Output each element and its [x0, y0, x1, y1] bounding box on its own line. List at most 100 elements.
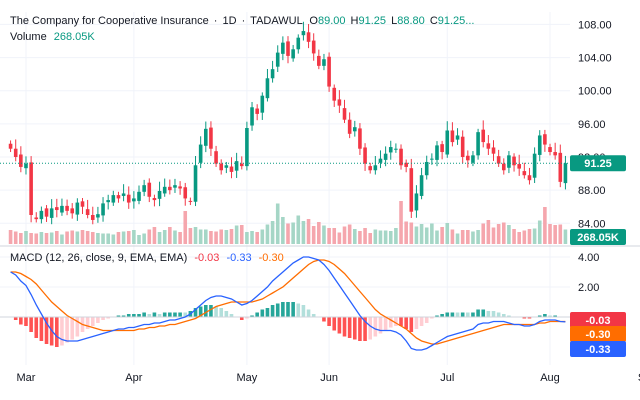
macd-hist-bar [414, 317, 419, 329]
volume-bar [358, 231, 362, 244]
macd-hist-bar [301, 305, 306, 317]
macd-hist-bar [337, 317, 342, 334]
volume-bar [121, 231, 126, 244]
macd-hist-bar [255, 312, 259, 317]
time-axis[interactable]: Mar Apr May Jun Jul Aug Sep [17, 372, 640, 384]
candle-body [96, 214, 100, 218]
time-tick-label: Mar [17, 372, 36, 384]
macd-hist-bar [24, 317, 28, 326]
volume-bar [275, 203, 280, 244]
candle-body [85, 209, 90, 215]
grid [0, 12, 570, 365]
macd-hist-bar [496, 312, 501, 317]
volume-bar [414, 226, 419, 244]
macd-hist-bar [471, 312, 475, 317]
candle-body [435, 145, 439, 160]
macd-hist-bar [106, 317, 110, 319]
candle-body [204, 128, 208, 146]
candle-body [399, 148, 403, 166]
macd-hist-bar [347, 317, 352, 338]
candle-body [229, 166, 234, 172]
macd-hist-bar [152, 312, 157, 317]
macd-hist-bar [183, 312, 188, 317]
candle-body [301, 31, 306, 36]
macd-axis[interactable]: 4.00 2.00 [578, 252, 599, 294]
macd-hist-bar [121, 315, 126, 317]
volume-bar [270, 221, 275, 244]
volume-bar [49, 232, 54, 244]
symbol-legend[interactable]: The Company for Cooperative Insurance · … [10, 15, 474, 27]
volume-bar [306, 219, 311, 244]
volume-bar [435, 230, 439, 244]
volume-bar [188, 228, 193, 244]
candle-body [414, 193, 419, 211]
macd-hist-bar [322, 317, 326, 322]
time-tick-label: Jul [440, 372, 454, 384]
candle-body [111, 195, 116, 203]
candle-body [501, 163, 506, 171]
candle-body [214, 151, 218, 164]
macd-hist-bar [388, 317, 393, 328]
macd-hist-bar [327, 317, 331, 326]
macd-tag-bg [570, 312, 626, 328]
candle-body [157, 190, 162, 199]
volume-bar [44, 233, 49, 244]
candle-body [373, 165, 378, 171]
volume-legend[interactable]: Volume 268.05K [10, 31, 95, 43]
candle-body [70, 208, 75, 214]
candle-body [512, 156, 516, 166]
volume-bar [342, 226, 347, 244]
candle-body [224, 165, 229, 168]
macd-hist-bar [198, 306, 203, 317]
macd-signal-value: -0.30 [258, 252, 284, 264]
volume-bar [193, 227, 198, 244]
exchange-label: TADAWUL [250, 15, 303, 27]
candle-body [147, 182, 152, 197]
macd-hist-bar [265, 308, 270, 317]
volume-bar [19, 233, 23, 244]
legend-dot: · [213, 15, 218, 27]
candle-body [265, 78, 270, 99]
volume-bar [219, 229, 224, 244]
close-label: C [429, 15, 438, 27]
volume-bar [29, 233, 33, 244]
macd-hist-bar [373, 317, 378, 337]
time-tick-label: May [237, 372, 258, 384]
price-tick-label: 88.00 [578, 185, 606, 197]
candle-body [368, 166, 372, 171]
volume-bar [147, 229, 152, 244]
low-label: L [391, 15, 398, 27]
volume-bar [486, 220, 491, 244]
candle-body [404, 162, 408, 167]
macd-hist-bar [219, 308, 224, 317]
macd-hist-bar [55, 317, 59, 347]
macd-hist-bar [116, 315, 121, 317]
open-value: 89.00 [317, 15, 346, 27]
candle-body [306, 32, 311, 42]
macd-hist-bar [501, 314, 506, 317]
candle-body [342, 108, 347, 120]
high-value: 91.25 [358, 15, 387, 27]
macd-hist-bar [245, 317, 249, 319]
macd-hist-bar [430, 317, 434, 319]
macd-hist-bar [275, 303, 280, 317]
volume-bar [173, 230, 177, 244]
macd-hist-bar [486, 311, 491, 317]
volume-bar [250, 231, 254, 244]
volume-bar [157, 232, 162, 244]
price-candles [8, 21, 568, 225]
candle-body [209, 127, 213, 149]
macd-hist-bar [394, 317, 398, 326]
candle-body [152, 198, 157, 201]
macd-hist-bar [34, 317, 39, 338]
macd-legend[interactable]: MACD (12, 26, close, 9, EMA, EMA) -0.03 … [10, 252, 284, 264]
volume-bar [111, 234, 116, 244]
candle-body [486, 143, 491, 149]
macd-hist-bar [204, 305, 208, 317]
macd-hist-bar [281, 302, 285, 317]
volume-bar [460, 230, 465, 244]
symbol-name: The Company for Cooperative Insurance [10, 15, 209, 27]
volume-bar [507, 225, 511, 244]
